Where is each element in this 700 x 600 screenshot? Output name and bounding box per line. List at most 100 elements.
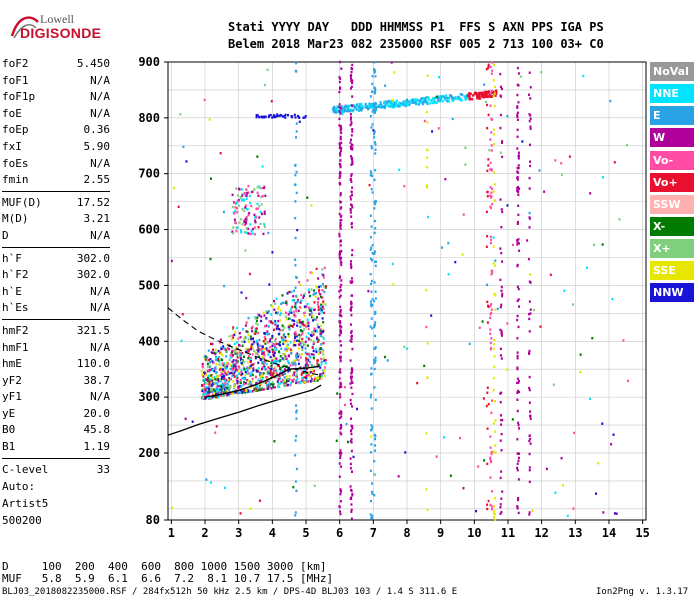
f-trace-point bbox=[273, 308, 276, 311]
f-trace-point bbox=[285, 382, 288, 385]
f-trace-point bbox=[241, 372, 244, 376]
f-trace-point bbox=[265, 317, 268, 320]
upper-band-point bbox=[489, 95, 492, 98]
f-trace-point bbox=[221, 391, 224, 394]
interference-point bbox=[529, 417, 532, 421]
upper-band-point bbox=[359, 108, 362, 112]
interference-point bbox=[499, 72, 502, 76]
interference-point bbox=[373, 178, 376, 182]
interference-point bbox=[294, 264, 297, 267]
upper-band-point bbox=[444, 95, 447, 99]
f-trace-point bbox=[208, 378, 211, 381]
f-trace-point bbox=[258, 314, 261, 317]
interference-point bbox=[517, 305, 520, 308]
interference-point bbox=[529, 125, 532, 128]
interference-point bbox=[517, 423, 520, 427]
f-trace-point bbox=[320, 343, 323, 346]
f-trace-point bbox=[310, 313, 313, 317]
f-trace-point bbox=[275, 342, 278, 346]
x-tick-label: 15 bbox=[635, 526, 649, 540]
interference-point bbox=[516, 351, 519, 354]
f-trace-point bbox=[320, 303, 323, 307]
f-trace-point bbox=[282, 358, 285, 361]
f-trace-point bbox=[305, 378, 308, 382]
interference-point bbox=[350, 79, 353, 83]
f-trace-point bbox=[319, 309, 322, 312]
f-trace-point bbox=[311, 373, 314, 376]
interference-point bbox=[500, 432, 503, 436]
interference-point bbox=[351, 392, 354, 396]
f-trace-point bbox=[237, 385, 240, 388]
f-trace-point bbox=[233, 363, 236, 367]
f-trace-point bbox=[317, 305, 320, 309]
upper-band-point bbox=[412, 101, 415, 104]
cluster-point bbox=[241, 192, 244, 196]
interference-point bbox=[351, 248, 354, 252]
f-trace-point bbox=[240, 362, 243, 365]
f-trace-point bbox=[244, 391, 247, 394]
f-trace-point bbox=[201, 384, 204, 387]
interference-point bbox=[374, 260, 377, 264]
f-trace-point bbox=[218, 363, 221, 366]
upper-band-point bbox=[284, 116, 287, 119]
f-trace-point bbox=[298, 339, 301, 343]
interference-point bbox=[349, 402, 352, 405]
f-trace-point bbox=[256, 343, 259, 346]
f-trace-point bbox=[246, 348, 249, 351]
f-trace-point bbox=[205, 382, 208, 385]
f-trace-point bbox=[233, 383, 236, 386]
interference-point bbox=[493, 355, 496, 358]
interference-point bbox=[340, 263, 343, 267]
interference-point bbox=[371, 259, 374, 262]
noise-point bbox=[247, 366, 250, 369]
interference-point bbox=[528, 317, 531, 321]
f-trace-point bbox=[315, 350, 318, 353]
interference-point bbox=[350, 517, 353, 520]
f-trace-point bbox=[272, 349, 275, 352]
f-trace-point bbox=[236, 381, 239, 385]
upper-band-point bbox=[358, 107, 361, 110]
f-trace-point bbox=[286, 383, 289, 387]
interference-point bbox=[516, 113, 519, 117]
f-trace-point bbox=[222, 377, 225, 380]
f-trace-point bbox=[257, 350, 260, 353]
interference-point bbox=[516, 391, 519, 395]
f-trace-point bbox=[307, 364, 310, 367]
f-trace-point bbox=[274, 366, 277, 370]
noise-point bbox=[264, 83, 267, 87]
x-tick-label: 7 bbox=[370, 526, 377, 540]
interference-point bbox=[294, 216, 297, 220]
upper-band-point bbox=[384, 105, 387, 108]
interference-point bbox=[516, 318, 519, 322]
f-trace-point bbox=[244, 370, 247, 374]
f-trace-point bbox=[225, 371, 228, 375]
noise-point bbox=[601, 422, 604, 425]
f-trace-point bbox=[263, 357, 266, 360]
interference-point bbox=[491, 490, 494, 493]
f-trace-point bbox=[228, 335, 231, 338]
cluster-point bbox=[245, 227, 248, 230]
noise-point bbox=[425, 184, 428, 187]
upper-band-point bbox=[416, 98, 419, 102]
noise-point bbox=[384, 84, 387, 87]
upper-band-point bbox=[428, 98, 431, 101]
cluster-point bbox=[253, 216, 256, 219]
interference-point bbox=[373, 130, 376, 133]
upper-band-point bbox=[422, 100, 425, 104]
cluster-point bbox=[260, 195, 263, 199]
interference-point bbox=[338, 212, 341, 216]
f-trace-point bbox=[225, 355, 228, 358]
noise-point bbox=[484, 100, 487, 104]
noise-point bbox=[521, 140, 524, 143]
interference-point bbox=[373, 141, 376, 144]
f-trace-point bbox=[240, 356, 243, 360]
interference-point bbox=[500, 334, 503, 337]
interference-point bbox=[350, 163, 353, 166]
interference-point bbox=[527, 93, 530, 96]
f-trace-point bbox=[253, 331, 256, 335]
f-trace-point bbox=[246, 372, 249, 375]
interference-point bbox=[340, 344, 343, 347]
interference-point bbox=[373, 61, 376, 64]
upper-band-point bbox=[335, 107, 338, 110]
f-trace-point bbox=[261, 367, 264, 371]
